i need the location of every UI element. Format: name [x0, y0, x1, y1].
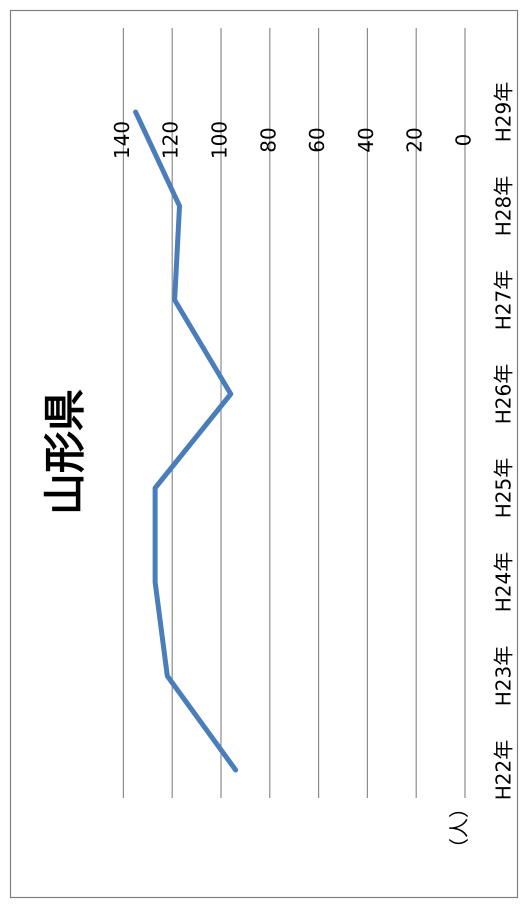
y-tick-label: 120 [159, 121, 183, 159]
x-tick-label: H26年 [492, 364, 516, 425]
x-tick-label: H23年 [492, 646, 516, 707]
x-tick-label: H24年 [492, 552, 516, 613]
x-tick-labels: H22年 H23年 H24年 H25年 H26年 H27年 H28年 H29年 [492, 82, 516, 801]
gridlines [122, 28, 466, 798]
y-tick-label: 0 [452, 134, 476, 147]
unit-label: （人） [447, 798, 471, 858]
chart-title: 山形県 [41, 389, 90, 515]
y-tick-label: 140 [110, 121, 134, 159]
x-tick-label: H28年 [492, 176, 516, 237]
x-tick-label: H25年 [492, 458, 516, 519]
y-tick-label: 80 [256, 127, 280, 152]
x-tick-label: H27年 [492, 270, 516, 331]
series-layer [133, 109, 239, 773]
y-tick-labels: 0 20 40 60 80 100 120 140 [110, 121, 476, 159]
y-tick-label: 40 [354, 127, 378, 152]
x-tick-label: H22年 [492, 740, 516, 801]
y-tick-label: 100 [208, 121, 232, 159]
chart-border [9, 9, 519, 899]
y-tick-label: 60 [305, 127, 329, 152]
series-line [133, 109, 239, 773]
x-tick-label: H29年 [492, 82, 516, 143]
y-tick-label: 20 [403, 127, 427, 152]
